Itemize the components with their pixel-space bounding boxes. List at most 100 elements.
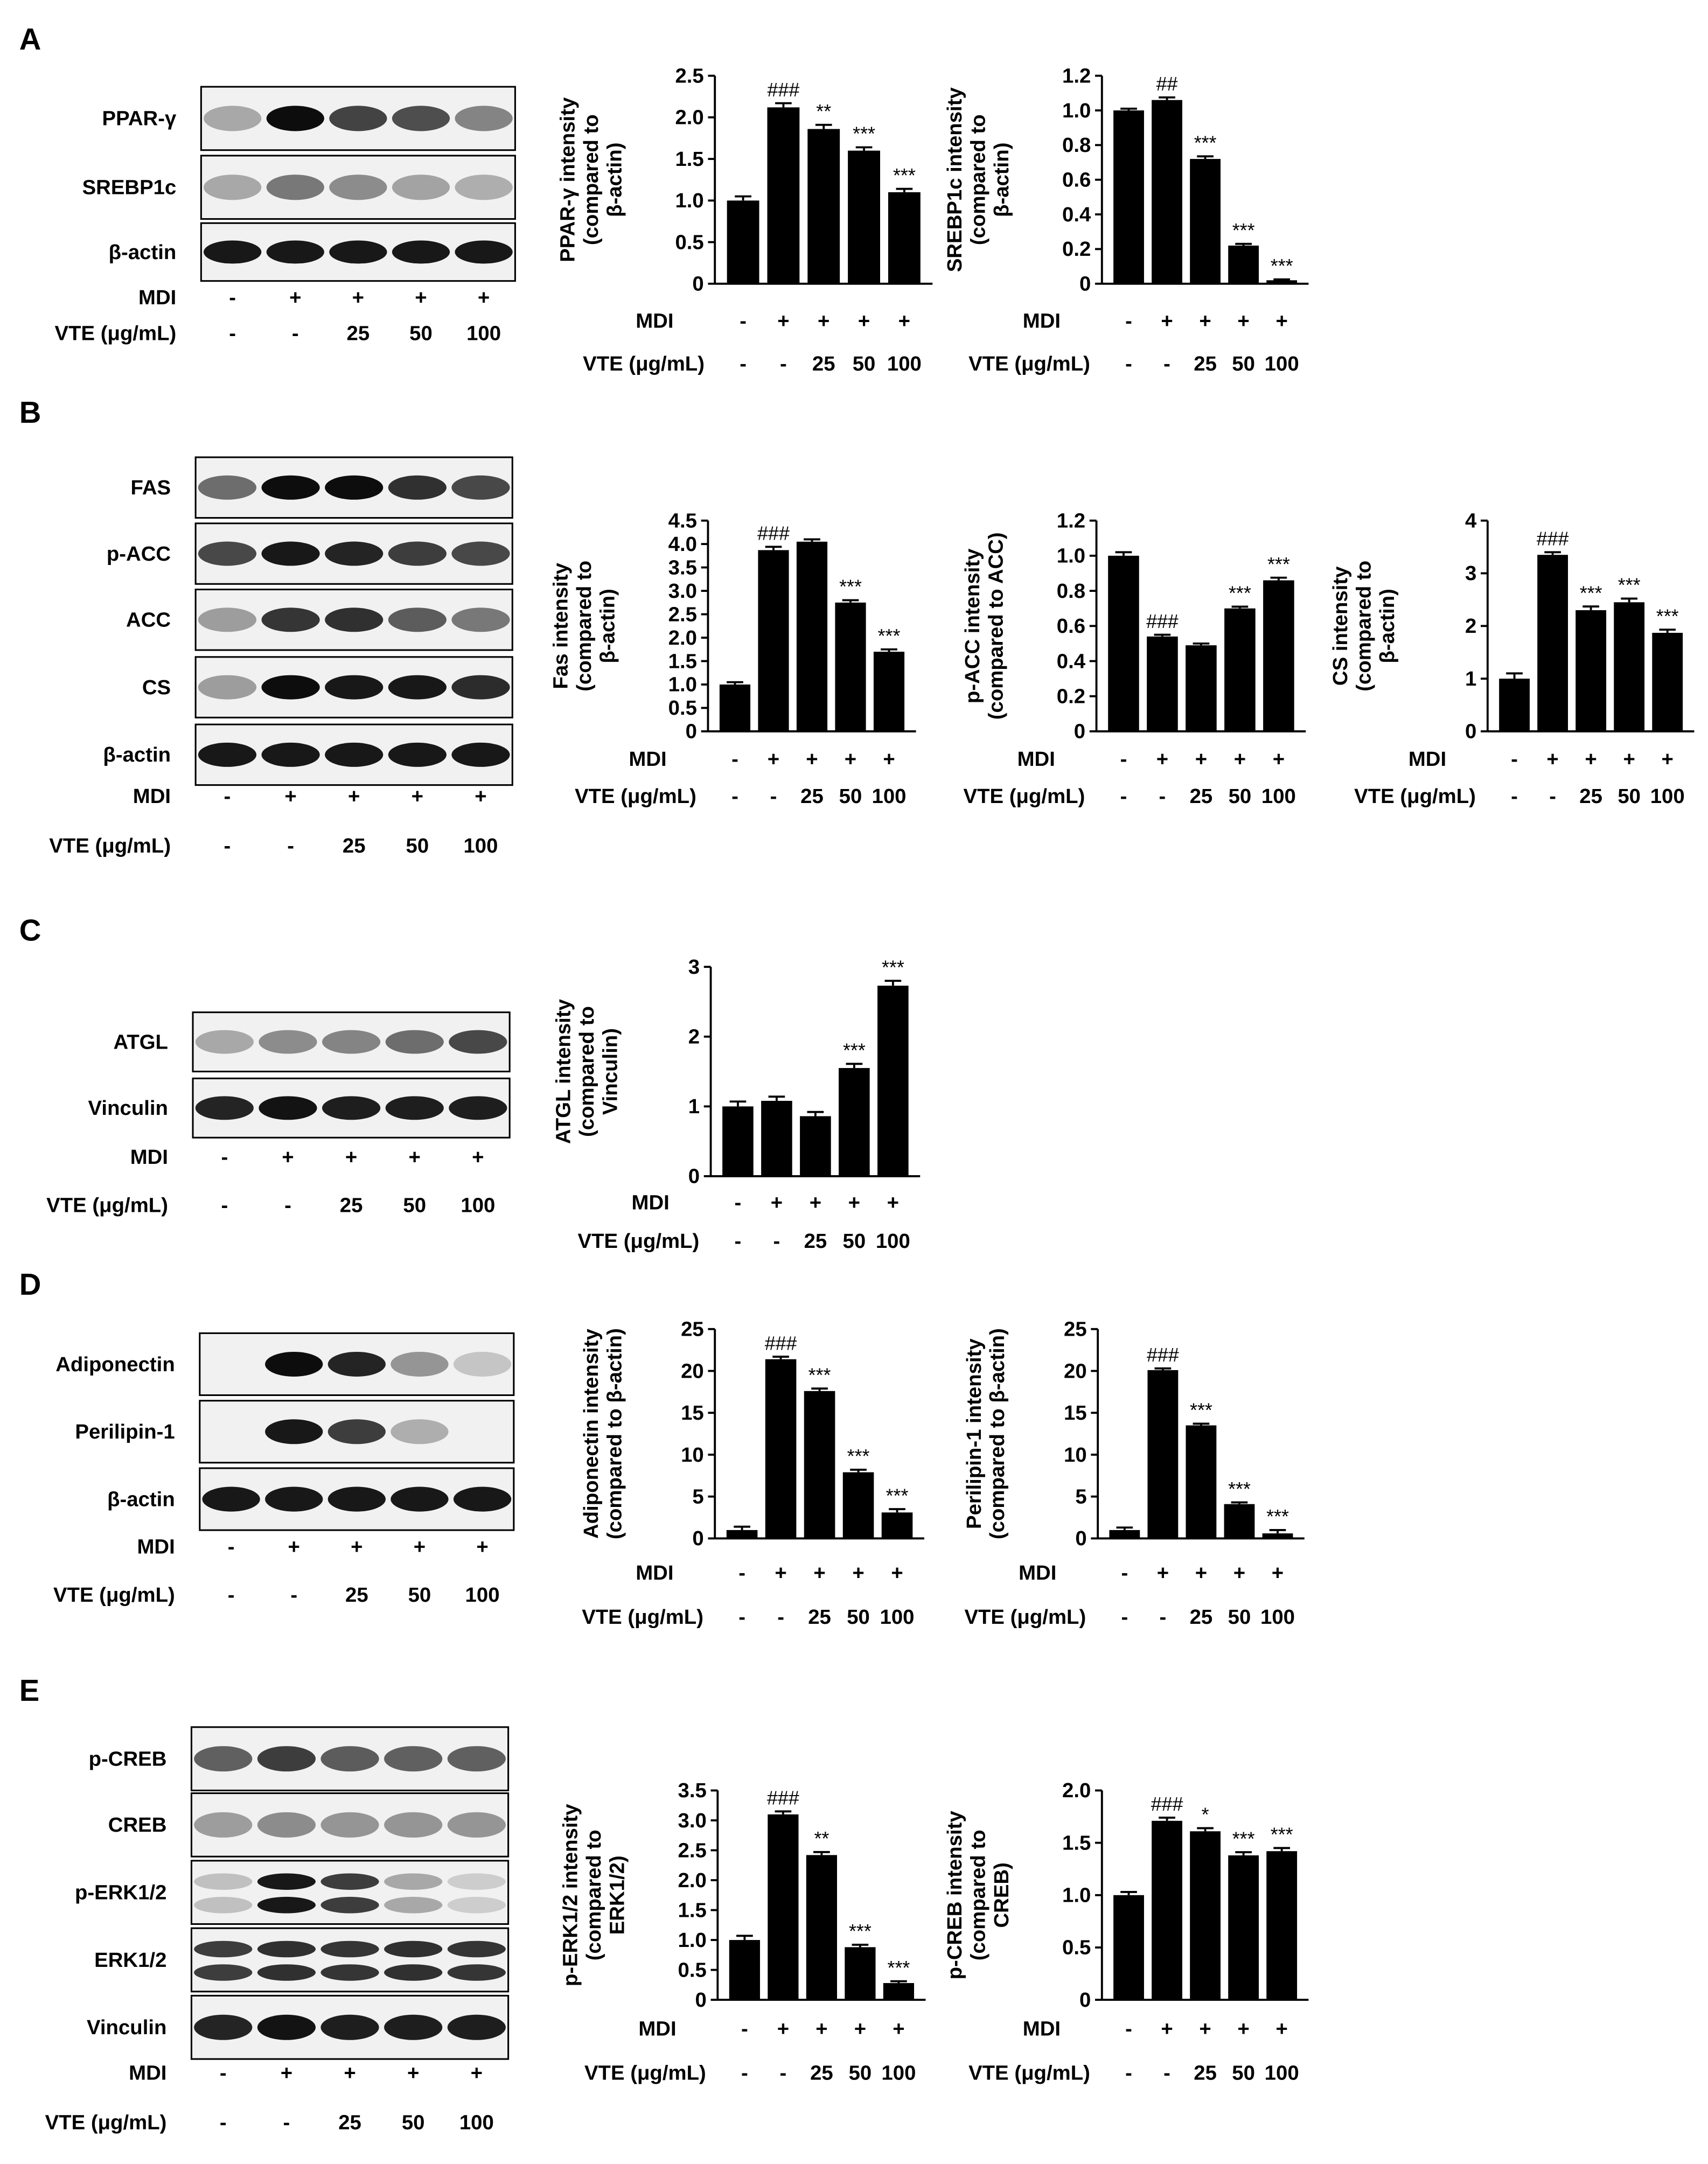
blot-band [204,240,262,264]
blot-band [261,541,320,566]
x-mdi-value: + [887,1191,899,1214]
blot-band [329,174,387,200]
blot-band [259,1096,317,1120]
blot-strip [190,1994,510,2060]
x-vte-value: 100 [1260,1605,1295,1629]
significance-label: ### [767,1788,799,1809]
blot-label: Perilipin-1 [75,1420,175,1443]
blot-band [451,675,510,700]
bar [839,1068,870,1176]
x-vte-value: - [1511,785,1518,808]
blot-label: Vinculin [88,1097,168,1120]
blot-vte-value: - [228,1583,235,1607]
x-mdi-value: + [891,1561,903,1584]
y-tick-label: 2.0 [1062,1779,1091,1802]
y-axis-label: β-actin) [1376,589,1399,663]
significance-label: *** [1656,605,1679,627]
bar [835,602,866,731]
blot-mdi-label: MDI [130,1146,168,1169]
blot-band [194,1873,253,1890]
x-vte-value: - [1163,2061,1170,2084]
y-axis-label: β-actin) [596,589,619,663]
x-vte-value: 100 [1650,785,1685,808]
x-vte-value: 25 [1190,785,1213,808]
y-axis-label: p-CREB intensity [943,1811,966,1980]
x-mdi-value: + [1234,748,1246,771]
x-mdi-value: + [1199,2018,1211,2041]
blot-vte-value: 50 [406,834,429,857]
x-mdi-value: + [1157,1561,1169,1584]
y-axis-label: β-actin) [603,143,626,217]
blot-strip [200,155,516,220]
blot-strip [199,1332,515,1397]
bar [873,652,905,731]
bar [1147,636,1178,731]
blot-band [266,106,324,131]
x-vte-value: - [1120,785,1127,808]
y-tick-label: 0 [688,1165,700,1188]
blot-band [384,2014,443,2040]
significance-label: *** [886,1485,909,1506]
y-axis-label: ATGL intensity [552,999,575,1144]
blot-band [261,475,320,500]
significance-label: *** [1229,583,1251,604]
y-tick-label: 1 [1465,667,1476,690]
bar [1266,1851,1298,2000]
blot-band [320,1940,379,1958]
blot-band [329,106,387,131]
blot-strip [192,1011,511,1073]
y-axis-label: (compared to [582,1830,605,1960]
blot-vte-label: VTE (μg/mL) [55,322,177,345]
y-tick-label: 3.5 [668,556,697,579]
blot-strip [194,656,513,718]
x-vte-value: - [1549,785,1556,808]
blot-frame [190,1927,510,1993]
blot-mdi-value: + [289,286,301,309]
x-mdi-value: - [1511,748,1518,771]
bar [1113,110,1144,284]
x-mdi-value: - [741,2018,748,2041]
blot-band [204,174,262,200]
y-axis-label: Adiponectin intensity [580,1329,603,1539]
blot-strip [199,1467,515,1531]
x-mdi-value: - [1121,1561,1128,1584]
blot-band [392,240,450,264]
blot-band [195,1096,254,1120]
x-mdi-label: MDI [1409,748,1446,771]
x-mdi-value: + [1275,310,1287,333]
blot-band [195,1030,254,1054]
significance-label: *** [893,165,916,186]
blot-mdi-value: + [476,1535,488,1559]
y-axis-label: (compared to [966,114,989,245]
blot-mdi-value: + [281,2061,292,2084]
bar [804,1391,835,1539]
blot-band [384,1940,443,1958]
bar [1147,1370,1179,1539]
y-tick-label: 1.0 [678,1929,707,1952]
significance-label: *** [1228,1478,1251,1500]
bar [877,986,909,1176]
bar [1537,555,1568,731]
y-tick-label: 0 [695,1988,707,2012]
blot-label: CREB [108,1813,167,1837]
bar-chart: 0 1 2 3 4 CS intensity (compared to β-actin) - - #… [1329,509,1695,808]
blot-band [198,742,257,767]
blot-strip [199,1400,515,1464]
x-mdi-value: + [1546,748,1558,771]
x-vte-label: VTE (μg/mL) [968,2061,1090,2084]
panel-letter-A: A [19,22,41,56]
y-tick-label: 3 [1465,562,1476,585]
blot-mdi-value: + [284,785,296,808]
x-mdi-label: MDI [638,2018,676,2041]
blot-vte-value: 25 [340,1193,363,1217]
blot-band [384,1873,443,1890]
significance-label: *** [1267,554,1290,575]
x-vte-value: - [1125,352,1132,375]
y-axis-label: CREB) [990,1862,1013,1928]
bar [806,1855,838,2000]
y-tick-label: 0.4 [1057,650,1086,673]
y-tick-label: 1 [688,1095,700,1118]
blot-strip [190,1792,510,1858]
y-axis-label: (compared to β-actin) [603,1328,626,1539]
bar-chart: 0 1 2 3 ATGL intensity (compared to Vinculin) -… [552,955,921,1253]
